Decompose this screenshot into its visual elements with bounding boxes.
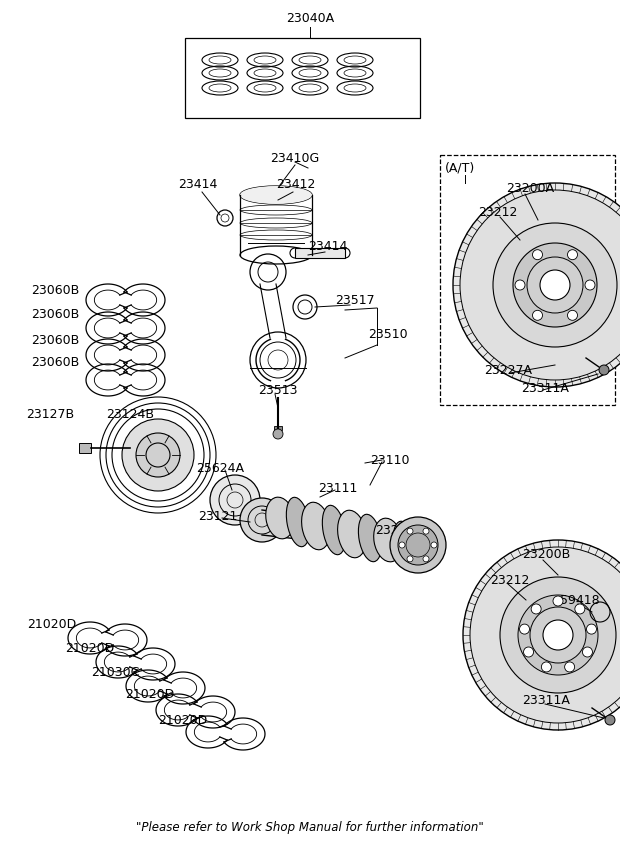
- Ellipse shape: [322, 505, 346, 555]
- Text: 23212: 23212: [478, 205, 518, 219]
- Circle shape: [390, 517, 446, 573]
- Text: 23200A: 23200A: [506, 181, 554, 194]
- Circle shape: [460, 190, 620, 380]
- Text: 23227A: 23227A: [484, 364, 532, 377]
- Circle shape: [541, 662, 551, 672]
- Circle shape: [518, 595, 598, 675]
- Ellipse shape: [240, 186, 312, 204]
- Text: 23412: 23412: [277, 178, 316, 192]
- Text: 23414: 23414: [308, 241, 348, 254]
- Circle shape: [520, 624, 529, 634]
- Circle shape: [543, 620, 573, 650]
- Circle shape: [240, 498, 284, 542]
- Text: 23414: 23414: [179, 178, 218, 192]
- Circle shape: [398, 525, 438, 565]
- Circle shape: [582, 647, 593, 657]
- Circle shape: [585, 280, 595, 290]
- Circle shape: [531, 604, 541, 614]
- Ellipse shape: [394, 522, 415, 563]
- Circle shape: [565, 662, 575, 672]
- Text: 23040A: 23040A: [286, 12, 334, 25]
- Circle shape: [407, 528, 413, 534]
- Circle shape: [273, 429, 283, 439]
- Circle shape: [515, 280, 525, 290]
- Circle shape: [122, 419, 194, 491]
- Circle shape: [500, 577, 616, 693]
- Text: 21020D: 21020D: [158, 713, 208, 727]
- Circle shape: [567, 249, 577, 259]
- Bar: [185, 38, 420, 118]
- Ellipse shape: [374, 518, 402, 562]
- Text: 23060B: 23060B: [31, 333, 79, 347]
- Ellipse shape: [240, 186, 312, 204]
- Text: 23110: 23110: [370, 454, 410, 466]
- Circle shape: [530, 607, 586, 663]
- Circle shape: [599, 365, 609, 375]
- Text: 23060B: 23060B: [31, 283, 79, 297]
- Text: 23111: 23111: [318, 482, 358, 494]
- Circle shape: [587, 624, 596, 634]
- Text: 23200B: 23200B: [522, 549, 570, 561]
- Text: "Please refer to Work Shop Manual for further information": "Please refer to Work Shop Manual for fu…: [136, 822, 484, 834]
- Text: (A/T): (A/T): [445, 161, 475, 175]
- Text: 23311A: 23311A: [522, 694, 570, 706]
- Text: 23124B: 23124B: [106, 409, 154, 421]
- Ellipse shape: [338, 510, 366, 558]
- Circle shape: [567, 310, 577, 321]
- Circle shape: [605, 715, 615, 725]
- Circle shape: [399, 542, 405, 548]
- Bar: [295, 248, 345, 258]
- Text: 23311A: 23311A: [521, 382, 569, 394]
- Text: 23060B: 23060B: [31, 355, 79, 369]
- Circle shape: [136, 433, 180, 477]
- Ellipse shape: [266, 497, 294, 538]
- Circle shape: [513, 243, 597, 327]
- Circle shape: [540, 270, 570, 300]
- Circle shape: [470, 547, 620, 723]
- Circle shape: [493, 223, 617, 347]
- Text: 59418: 59418: [560, 594, 600, 606]
- Ellipse shape: [301, 502, 330, 550]
- Bar: [440, 155, 615, 405]
- Circle shape: [553, 596, 563, 606]
- Circle shape: [527, 257, 583, 313]
- Circle shape: [210, 475, 260, 525]
- Text: 23222: 23222: [375, 523, 415, 537]
- Text: 23410G: 23410G: [270, 152, 320, 165]
- Circle shape: [533, 310, 542, 321]
- Text: 23212: 23212: [490, 573, 529, 587]
- Circle shape: [407, 555, 413, 562]
- Circle shape: [533, 249, 542, 259]
- Circle shape: [423, 555, 429, 562]
- Text: 23517: 23517: [335, 293, 375, 306]
- Bar: [274, 426, 282, 430]
- Text: 23060B: 23060B: [31, 309, 79, 321]
- Circle shape: [453, 183, 620, 387]
- Ellipse shape: [358, 514, 381, 561]
- Text: 21030C: 21030C: [91, 666, 139, 678]
- Circle shape: [423, 528, 429, 534]
- Bar: [79, 443, 91, 453]
- Text: 23510: 23510: [368, 328, 408, 342]
- Text: 23121: 23121: [198, 510, 237, 522]
- Circle shape: [431, 542, 437, 548]
- Text: 23513: 23513: [259, 383, 298, 397]
- Text: 25624A: 25624A: [196, 461, 244, 475]
- Ellipse shape: [286, 497, 309, 547]
- Text: 21020D: 21020D: [27, 617, 77, 631]
- Circle shape: [575, 604, 585, 614]
- Text: 21020D: 21020D: [125, 689, 175, 701]
- Circle shape: [523, 647, 534, 657]
- Text: 21020D: 21020D: [65, 641, 115, 655]
- Circle shape: [463, 540, 620, 730]
- Text: 23127B: 23127B: [26, 409, 74, 421]
